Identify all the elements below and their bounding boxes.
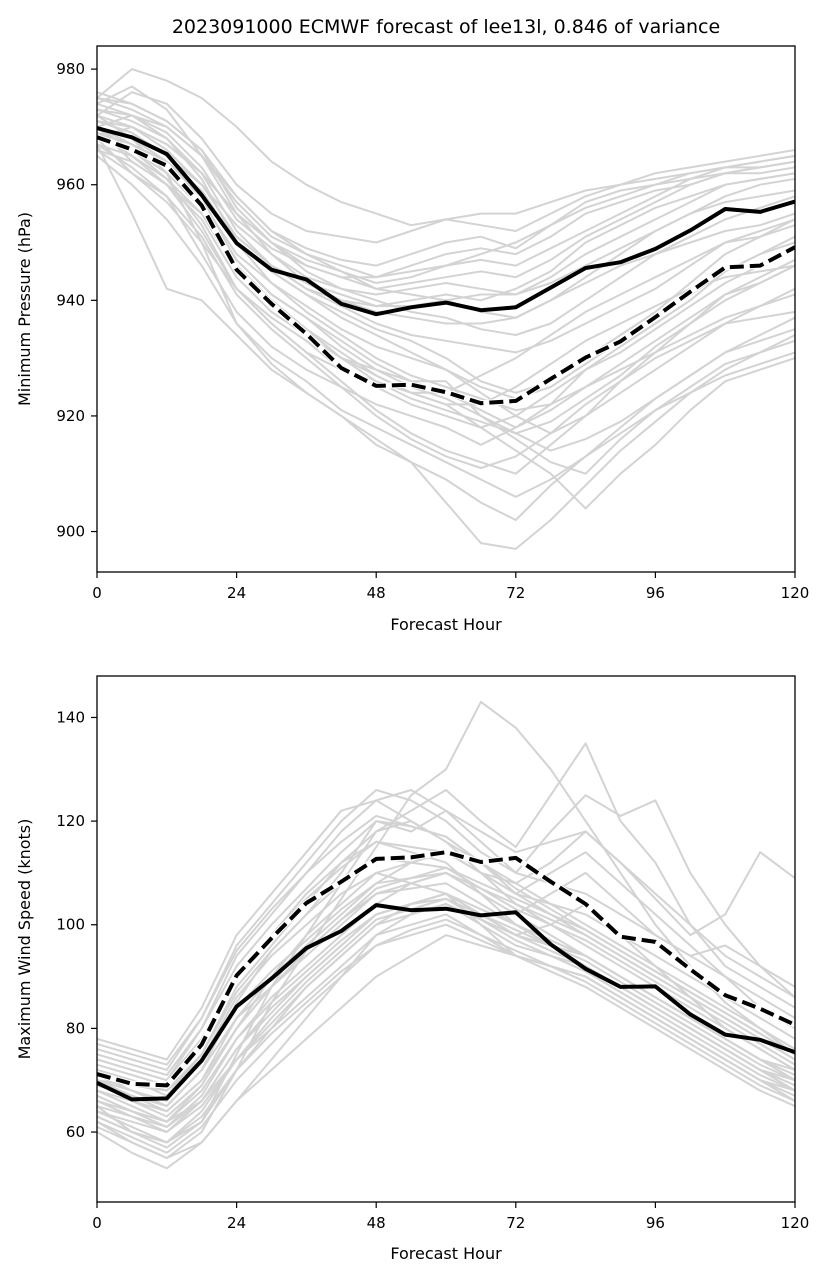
dashed-series-line bbox=[97, 135, 795, 406]
ensemble-member-line bbox=[97, 143, 795, 469]
series-group bbox=[97, 68, 795, 550]
x-tick-label: 96 bbox=[646, 584, 665, 602]
y-tick-label: 120 bbox=[56, 812, 85, 830]
plot-frame bbox=[96, 45, 796, 573]
ensemble-member-line bbox=[97, 155, 795, 498]
x-axis-label: Forecast Hour bbox=[390, 1244, 502, 1263]
chart-title: 2023091000 ECMWF forecast of lee13l, 0.8… bbox=[172, 16, 720, 38]
x-tick-label: 72 bbox=[506, 1214, 525, 1232]
x-tick-label: 72 bbox=[506, 584, 525, 602]
y-tick-label: 60 bbox=[66, 1123, 85, 1141]
y-tick-label: 140 bbox=[56, 708, 85, 726]
ensemble-member-line bbox=[97, 126, 795, 475]
ensemble-member-line bbox=[97, 120, 795, 284]
pressure-plot-area: 0 24 48 72 96 120 900 920 940 960 980 bbox=[56, 45, 810, 602]
plot-frame bbox=[96, 675, 796, 1203]
wind-plot-area: 0 24 48 72 96 120 60 80 100 120 140 bbox=[56, 675, 810, 1232]
pressure-chart-panel: 2023091000 ECMWF forecast of lee13l, 0.8… bbox=[15, 16, 809, 634]
x-tick-label: 24 bbox=[227, 1214, 246, 1232]
ensemble-member-line bbox=[97, 903, 795, 1170]
ensemble-member-line bbox=[97, 851, 795, 1113]
ensemble-member-line bbox=[97, 742, 795, 1144]
ensemble-member-line bbox=[97, 126, 795, 308]
x-tick-label: 24 bbox=[227, 584, 246, 602]
y-tick-label: 100 bbox=[56, 916, 85, 934]
ensemble-member-line bbox=[97, 85, 795, 308]
x-tick-label: 120 bbox=[781, 584, 810, 602]
ensemble-member-line bbox=[97, 137, 795, 429]
x-tick-label: 0 bbox=[92, 1214, 102, 1232]
series-group bbox=[97, 700, 795, 1170]
ensemble-member-line bbox=[97, 789, 795, 1082]
y-axis-label: Minimum Pressure (hPa) bbox=[15, 212, 34, 406]
ensemble-member-line bbox=[97, 114, 795, 550]
ensemble-member-line bbox=[97, 918, 795, 1154]
ensemble-member-line bbox=[97, 143, 795, 394]
y-axis-label: Maximum Wind Speed (knots) bbox=[15, 819, 34, 1060]
dashed-series-line bbox=[97, 850, 795, 1088]
ensemble-member-line bbox=[97, 814, 795, 1066]
solid-series-line bbox=[97, 903, 795, 1102]
ensemble-member-line bbox=[97, 91, 795, 244]
ensemble-member-line bbox=[97, 149, 795, 446]
dashed-line-outline bbox=[97, 134, 795, 407]
x-tick-label: 0 bbox=[92, 584, 102, 602]
ensemble-member-line bbox=[97, 126, 795, 435]
y-tick-label: 960 bbox=[56, 176, 85, 194]
x-axis-label: Forecast Hour bbox=[390, 615, 502, 634]
y-tick-label: 980 bbox=[56, 60, 85, 78]
x-tick-label: 48 bbox=[367, 584, 386, 602]
ensemble-member-line bbox=[97, 799, 795, 1071]
ensemble-member-line bbox=[97, 102, 795, 412]
ensemble-member-line bbox=[97, 903, 795, 1133]
ensemble-member-line bbox=[97, 923, 795, 1144]
y-tick-label: 900 bbox=[56, 523, 85, 541]
ensemble-member-line bbox=[97, 108, 795, 354]
ensemble-member-line bbox=[97, 108, 795, 290]
ensemble-member-line bbox=[97, 137, 795, 435]
ensemble-member-line bbox=[97, 892, 795, 1128]
ensemble-member-line bbox=[97, 897, 795, 1144]
y-tick-label: 80 bbox=[66, 1019, 85, 1037]
ensemble-member-line bbox=[97, 114, 795, 325]
ensemble-member-line bbox=[97, 866, 795, 1118]
ensemble-member-line bbox=[97, 934, 795, 1159]
solid-series-line bbox=[97, 126, 795, 317]
ensemble-member-line bbox=[97, 97, 795, 296]
y-tick-label: 920 bbox=[56, 407, 85, 425]
x-tick-label: 120 bbox=[781, 1214, 810, 1232]
ensemble-member-line bbox=[97, 131, 795, 510]
x-tick-label: 96 bbox=[646, 1214, 665, 1232]
x-tick-label: 48 bbox=[367, 1214, 386, 1232]
dashed-line-outline bbox=[97, 849, 795, 1089]
y-tick-label: 940 bbox=[56, 291, 85, 309]
